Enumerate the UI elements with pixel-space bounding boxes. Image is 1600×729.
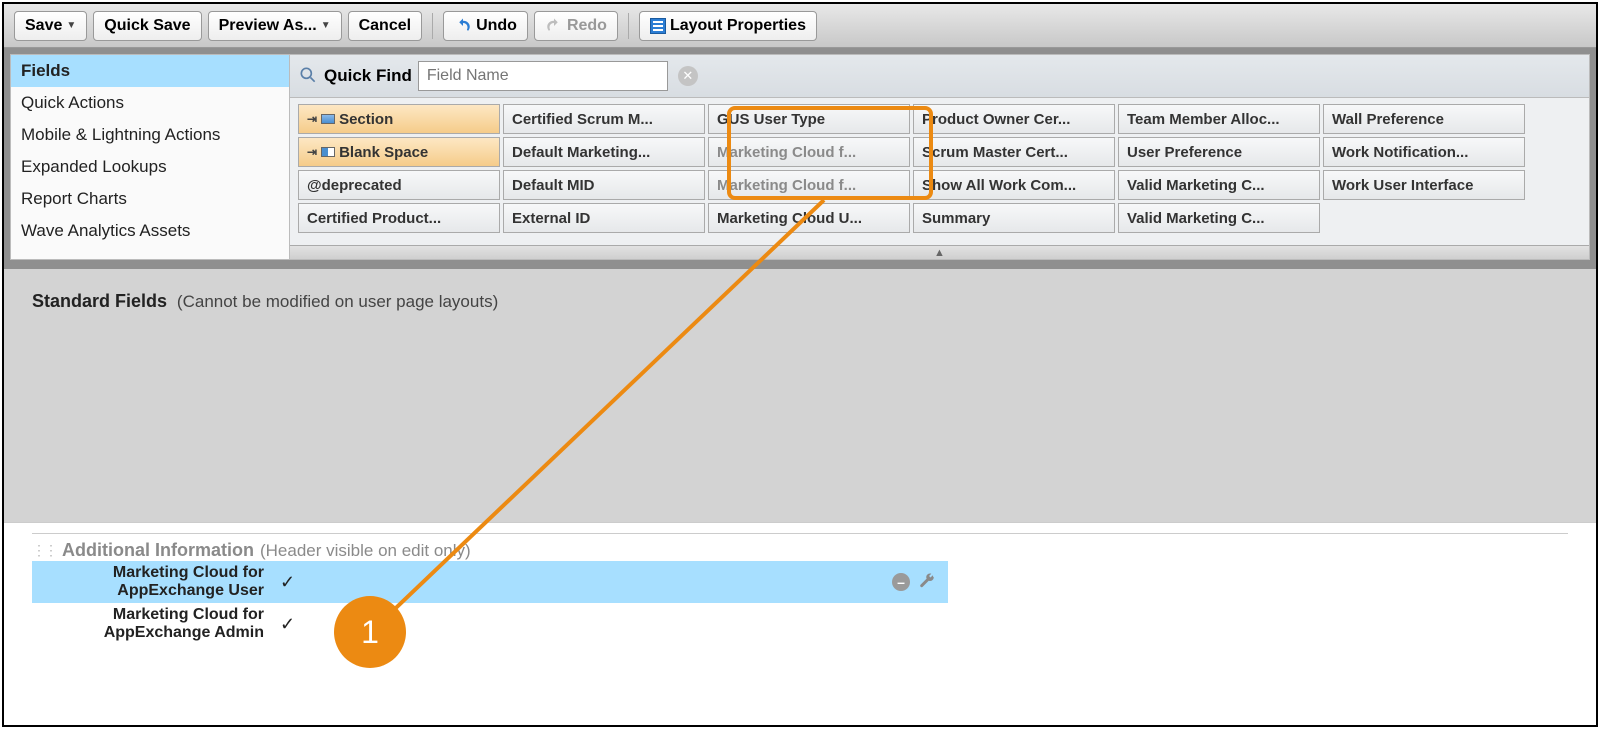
separator <box>432 13 433 39</box>
palette-field[interactable]: ⇥Section <box>298 104 500 134</box>
undo-label: Undo <box>476 17 517 35</box>
cancel-button[interactable]: Cancel <box>348 11 422 41</box>
section-icon <box>321 114 335 124</box>
sidebar-item[interactable]: Expanded Lookups <box>11 151 289 183</box>
sidebar-item[interactable]: Quick Actions <box>11 87 289 119</box>
sidebar-item[interactable]: Wave Analytics Assets <box>11 215 289 247</box>
dropdown-icon: ▼ <box>321 20 331 31</box>
palette-sidebar: FieldsQuick ActionsMobile & Lightning Ac… <box>10 54 290 260</box>
quick-save-button[interactable]: Quick Save <box>93 11 201 41</box>
additional-info-subtitle: (Header visible on edit only) <box>260 541 471 561</box>
toolbar: Save ▼ Quick Save Preview As... ▼ Cancel… <box>4 4 1596 48</box>
palette-field[interactable]: Team Member Alloc... <box>1118 104 1320 134</box>
redo-button[interactable]: Redo <box>534 11 618 41</box>
layout-properties-icon <box>650 18 666 34</box>
field-label: Marketing Cloud for AppExchange Admin <box>32 606 280 643</box>
sidebar-item[interactable]: Mobile & Lightning Actions <box>11 119 289 151</box>
fields-palette: ⇥SectionCertified Scrum M...GUS User Typ… <box>290 98 1589 245</box>
arrow-icon: ⇥ <box>307 112 317 126</box>
undo-icon <box>454 17 472 35</box>
preview-as-button[interactable]: Preview As... ▼ <box>208 11 342 41</box>
layout-editor: Save ▼ Quick Save Preview As... ▼ Cancel… <box>2 2 1598 727</box>
save-button-label: Save <box>25 17 62 35</box>
preview-as-label: Preview As... <box>219 17 317 35</box>
palette-field[interactable]: Certified Scrum M... <box>503 104 705 134</box>
additional-info-header: ⋮⋮ Additional Information (Header visibl… <box>32 533 1568 561</box>
blank-icon <box>321 147 335 157</box>
checkbox-value: ✓ <box>280 614 310 635</box>
redo-label: Redo <box>567 17 607 35</box>
quick-find-input[interactable] <box>418 61 668 91</box>
chevron-up-icon: ▲ <box>934 247 945 259</box>
palette-field[interactable]: Certified Product... <box>298 203 500 233</box>
palette-field[interactable]: Valid Marketing C... <box>1118 170 1320 200</box>
undo-button[interactable]: Undo <box>443 11 528 41</box>
sidebar-item[interactable]: Report Charts <box>11 183 289 215</box>
search-icon <box>298 65 318 88</box>
palette-field[interactable]: Work Notification... <box>1323 137 1525 167</box>
sidebar-item[interactable]: Fields <box>11 55 289 87</box>
palette-field[interactable]: ⇥Blank Space <box>298 137 500 167</box>
layout-properties-label: Layout Properties <box>670 17 806 35</box>
palette-field[interactable]: Default Marketing... <box>503 137 705 167</box>
palette-field[interactable]: Work User Interface <box>1323 170 1525 200</box>
layout-canvas: Standard Fields (Cannot be modified on u… <box>4 269 1596 523</box>
field-label: Marketing Cloud for AppExchange User <box>32 564 280 601</box>
palette-field[interactable]: Marketing Cloud f... <box>708 170 910 200</box>
palette-field[interactable]: Valid Marketing C... <box>1118 203 1320 233</box>
palette-field[interactable]: @deprecated <box>298 170 500 200</box>
separator <box>628 13 629 39</box>
palette-field[interactable]: Summary <box>913 203 1115 233</box>
palette-field[interactable]: Marketing Cloud f... <box>708 137 910 167</box>
remove-icon[interactable]: – <box>892 573 910 591</box>
arrow-icon: ⇥ <box>307 145 317 159</box>
layout-field-row[interactable]: Marketing Cloud for AppExchange Admin✓ <box>32 603 948 645</box>
palette-field[interactable]: External ID <box>503 203 705 233</box>
standard-fields-title: Standard Fields <box>32 291 167 311</box>
palette-field[interactable]: Wall Preference <box>1323 104 1525 134</box>
grip-icon: ⋮⋮ <box>32 542 56 559</box>
palette-field[interactable]: Product Owner Cer... <box>913 104 1115 134</box>
palette-rightpane: Quick Find ✕ ⇥SectionCertified Scrum M..… <box>290 54 1590 260</box>
standard-fields-subtitle: (Cannot be modified on user page layouts… <box>177 292 498 311</box>
additional-info-section: ⋮⋮ Additional Information (Header visibl… <box>4 523 1596 665</box>
palette-field[interactable]: GUS User Type <box>708 104 910 134</box>
quick-find-label: Quick Find <box>324 66 412 86</box>
additional-info-title: Additional Information <box>62 540 254 561</box>
quick-find-row: Quick Find ✕ <box>290 55 1589 98</box>
redo-icon <box>545 17 563 35</box>
save-button[interactable]: Save ▼ <box>14 11 87 41</box>
palette-field[interactable]: Default MID <box>503 170 705 200</box>
palette-field[interactable]: Show All Work Com... <box>913 170 1115 200</box>
clear-icon[interactable]: ✕ <box>678 66 698 86</box>
palette-panel: FieldsQuick ActionsMobile & Lightning Ac… <box>4 48 1596 269</box>
layout-field-row[interactable]: Marketing Cloud for AppExchange User✓ – <box>32 561 948 603</box>
palette-field[interactable]: Marketing Cloud U... <box>708 203 910 233</box>
dropdown-icon: ▼ <box>66 20 76 31</box>
checkbox-value: ✓ <box>280 572 310 593</box>
palette-field[interactable]: Scrum Master Cert... <box>913 137 1115 167</box>
collapse-handle[interactable]: ▲ <box>290 245 1589 259</box>
palette-field[interactable]: User Preference <box>1118 137 1320 167</box>
wrench-icon[interactable] <box>918 572 936 593</box>
layout-properties-button[interactable]: Layout Properties <box>639 11 817 41</box>
